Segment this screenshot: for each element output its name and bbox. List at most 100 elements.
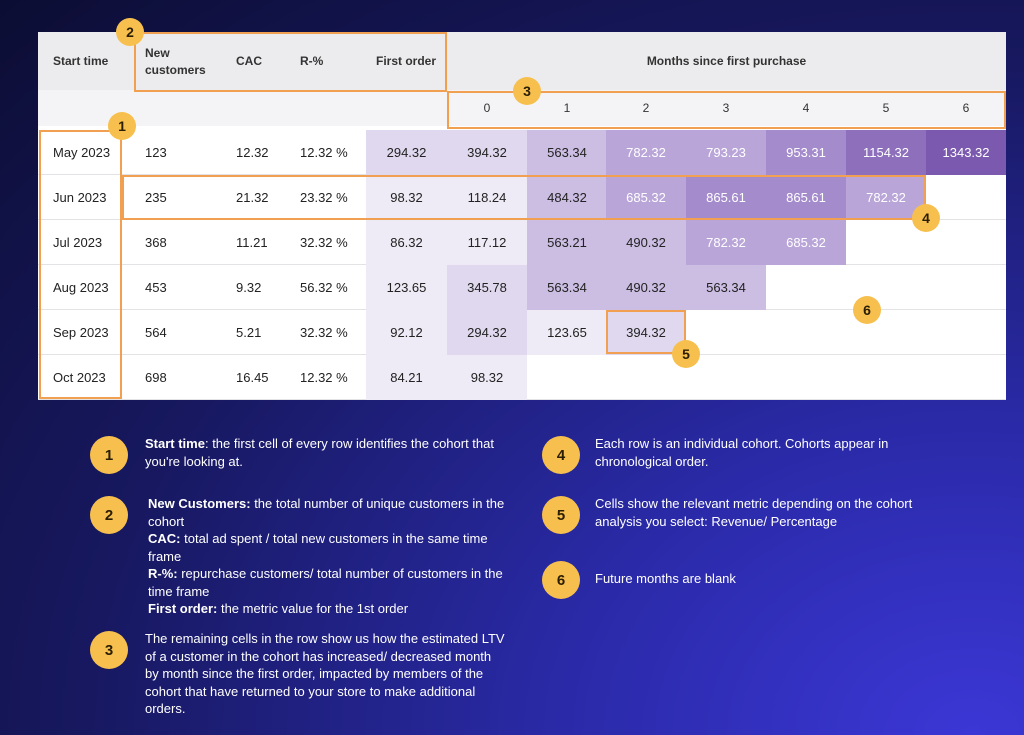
month-index-5: 5 xyxy=(882,101,890,115)
callout-badge-5: 5 xyxy=(672,340,700,368)
new-customers-cell: 368 xyxy=(145,235,167,250)
header-months-since: Months since first purchase xyxy=(646,54,807,68)
legend-badge-3: 3 xyxy=(90,631,128,669)
month-value-cell: 117.12 xyxy=(447,220,527,265)
legend-description: total ad spent / total new customers in … xyxy=(148,531,488,564)
month-value-cell: 782.32 xyxy=(846,175,926,220)
legend-term: First order: xyxy=(148,601,218,616)
legend-term: Start time xyxy=(145,436,205,451)
cac-cell: 21.32 xyxy=(236,190,269,205)
month-value-cell: 782.32 xyxy=(686,220,766,265)
month-value-cell: 490.32 xyxy=(606,265,686,310)
cac-cell: 5.21 xyxy=(236,325,262,340)
month-value-cell: 563.34 xyxy=(527,265,607,310)
legend-text-3: The remaining cells in the row show us h… xyxy=(145,630,505,718)
first-order-cell: 294.32 xyxy=(366,130,447,175)
legend-description: the total number of unique customers in … xyxy=(148,496,505,529)
cohort-start-cell: Oct 2023 xyxy=(53,370,106,385)
cohort-start-cell: Aug 2023 xyxy=(53,280,109,295)
callout-badge-2: 2 xyxy=(116,18,144,46)
month-index-1: 1 xyxy=(563,101,571,115)
legend-description: repurchase customers/ total number of cu… xyxy=(148,566,503,599)
legend-description: Cells show the relevant metric depending… xyxy=(595,496,913,529)
callout-badge-4: 4 xyxy=(912,204,940,232)
first-order-cell: 84.21 xyxy=(366,355,447,400)
cohort-table: Start time New customers CAC R-% First o… xyxy=(38,18,1006,400)
cohort-start-cell: Jun 2023 xyxy=(53,190,107,205)
legend-text-2: New Customers: the total number of uniqu… xyxy=(148,495,508,618)
month-index-2: 2 xyxy=(642,101,650,115)
cac-cell: 12.32 xyxy=(236,145,269,160)
new-customers-cell: 123 xyxy=(145,145,167,160)
legend-badge-4: 4 xyxy=(542,436,580,474)
legend-text-1: Start time: the first cell of every row … xyxy=(145,435,505,470)
month-value-cell: 394.32 xyxy=(447,130,527,175)
header-new-customers: New customers xyxy=(145,46,206,77)
callout-badge-6: 6 xyxy=(853,296,881,324)
cohort-start-cell: Jul 2023 xyxy=(53,235,103,250)
month-value-cell: 123.65 xyxy=(527,310,607,355)
month-value-cell: 865.61 xyxy=(766,175,846,220)
legend-description: : the first cell of every row identifies… xyxy=(145,436,494,469)
cac-cell: 11.21 xyxy=(236,235,268,250)
month-index-3: 3 xyxy=(722,101,730,115)
legend-badge-1: 1 xyxy=(90,436,128,474)
callout-badge-3: 3 xyxy=(513,77,541,105)
month-value-cell: 490.32 xyxy=(606,220,686,265)
month-value-cell: 563.21 xyxy=(527,220,607,265)
legend-description: The remaining cells in the row show us h… xyxy=(145,631,505,716)
cohort-start-cell: May 2023 xyxy=(53,145,111,160)
month-value-cell: 953.31 xyxy=(766,130,846,175)
month-value-cell: 118.24 xyxy=(447,175,527,220)
legend-badge-2: 2 xyxy=(90,496,128,534)
month-value-cell: 563.34 xyxy=(686,265,766,310)
legend-text-5: Cells show the relevant metric depending… xyxy=(595,495,955,530)
r-pct-cell: 56.32 % xyxy=(300,280,348,295)
month-index-0: 0 xyxy=(483,101,491,115)
cac-cell: 9.32 xyxy=(236,280,262,295)
r-pct-cell: 32.32 % xyxy=(300,325,348,340)
month-value-cell: 563.34 xyxy=(527,130,607,175)
month-index-6: 6 xyxy=(962,101,970,115)
month-value-cell: 793.23 xyxy=(686,130,766,175)
header-cac: CAC xyxy=(236,54,262,68)
month-value-cell: 685.32 xyxy=(606,175,686,220)
month-value-cell: 1154.32 xyxy=(846,130,926,175)
month-value-cell: 782.32 xyxy=(606,130,686,175)
month-value-cell: 98.32 xyxy=(447,355,527,400)
new-customers-cell: 564 xyxy=(145,325,167,340)
r-pct-cell: 12.32 % xyxy=(300,370,348,385)
header-first-order: First order xyxy=(375,54,436,68)
legend-badge-5: 5 xyxy=(542,496,580,534)
legend-description: Each row is an individual cohort. Cohort… xyxy=(595,436,889,469)
first-order-cell: 86.32 xyxy=(366,220,447,265)
legend-term: CAC: xyxy=(148,531,181,546)
legend-term: R-%: xyxy=(148,566,178,581)
r-pct-cell: 23.32 % xyxy=(300,190,348,205)
month-value-cell: 394.32 xyxy=(606,310,686,355)
month-value-cell: 294.32 xyxy=(447,310,527,355)
r-pct-cell: 32.32 % xyxy=(300,235,348,250)
month-value-cell: 484.32 xyxy=(527,175,607,220)
first-order-cell: 123.65 xyxy=(366,265,447,310)
header-r-pct: R-% xyxy=(300,54,324,68)
legend-text-6: Future months are blank xyxy=(595,570,930,588)
cac-cell: 16.45 xyxy=(236,370,269,385)
month-value-cell: 345.78 xyxy=(447,265,527,310)
legend-badge-6: 6 xyxy=(542,561,580,599)
new-customers-cell: 453 xyxy=(145,280,167,295)
header-start-time: Start time xyxy=(53,54,109,68)
legend-description: the metric value for the 1st order xyxy=(217,601,409,616)
cohort-start-cell: Sep 2023 xyxy=(53,325,109,340)
first-order-cell: 92.12 xyxy=(366,310,447,355)
legend-text-4: Each row is an individual cohort. Cohort… xyxy=(595,435,930,470)
first-order-cell: 98.32 xyxy=(366,175,447,220)
legend-description: Future months are blank xyxy=(595,571,736,586)
r-pct-cell: 12.32 % xyxy=(300,145,348,160)
new-customers-cell: 698 xyxy=(145,370,167,385)
new-customers-cell: 235 xyxy=(145,190,167,205)
callout-badge-1: 1 xyxy=(108,112,136,140)
month-index-4: 4 xyxy=(802,101,810,115)
month-value-cell: 1343.32 xyxy=(926,130,1006,175)
legend-term: New Customers: xyxy=(148,496,251,511)
